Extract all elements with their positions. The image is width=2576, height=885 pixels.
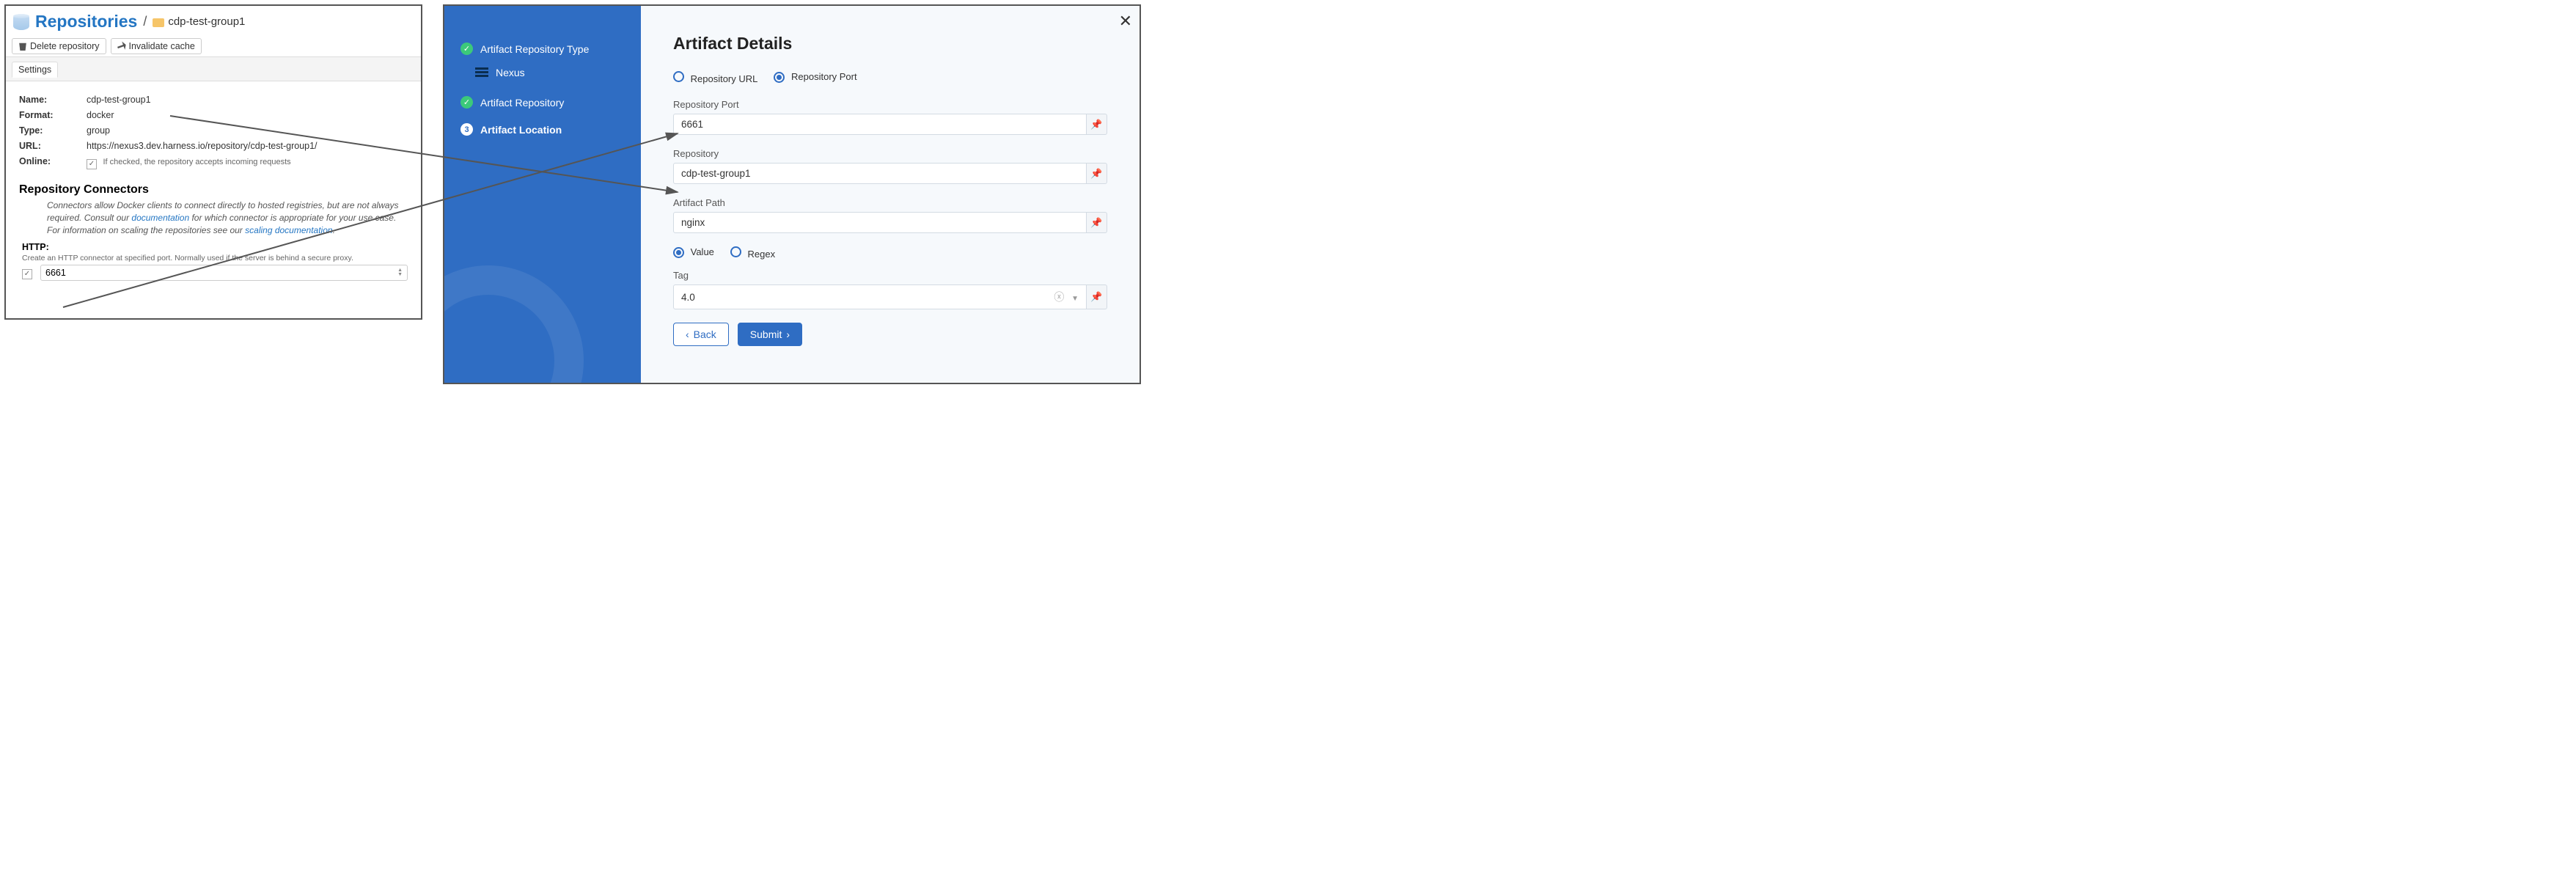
online-value: ✓ If checked, the repository accepts inc…	[87, 156, 291, 168]
pin-icon[interactable]: 📌	[1087, 284, 1107, 309]
submit-label: Submit	[750, 328, 782, 340]
online-checkbox[interactable]: ✓	[87, 159, 97, 169]
repo-details: Name: cdp-test-group1 Format: docker Typ…	[6, 81, 421, 179]
nexus-label: Nexus	[496, 67, 525, 78]
nexus-repo-panel: Repositories / cdp-test-group1 Delete re…	[4, 4, 422, 320]
action-buttons: ‹ Back Submit ›	[673, 323, 1107, 346]
decorative-circle	[444, 265, 584, 383]
toolbar: Delete repository Invalidate cache	[6, 36, 421, 56]
tag-select[interactable]: 4.0 ⓧ ▼	[673, 284, 1087, 309]
invalidate-cache-button[interactable]: Invalidate cache	[111, 38, 202, 54]
step2-label: Artifact Repository	[480, 97, 564, 109]
page-title: Artifact Details	[673, 34, 1107, 54]
invalidate-label: Invalidate cache	[129, 41, 195, 51]
delete-label: Delete repository	[30, 41, 100, 51]
connectors-heading: Repository Connectors	[6, 179, 421, 199]
wand-icon	[116, 40, 127, 51]
artifact-details-panel: ✓ Artifact Repository Type Nexus ✓ Artif…	[443, 4, 1141, 384]
crumb-separator: /	[143, 14, 147, 29]
type-value: group	[87, 125, 110, 136]
scaling-doc-link[interactable]: scaling documentation	[245, 225, 332, 235]
database-icon	[13, 14, 29, 30]
type-label: Type:	[19, 125, 87, 136]
step-artifact-location[interactable]: 3 Artifact Location	[444, 116, 641, 143]
http-port-value: 6661	[45, 268, 66, 278]
radio-icon	[774, 72, 785, 83]
delete-repository-button[interactable]: Delete repository	[12, 38, 106, 54]
radio-repository-port[interactable]: Repository Port	[774, 71, 856, 84]
folder-icon	[153, 18, 164, 27]
pin-icon[interactable]: 📌	[1087, 212, 1107, 233]
step3-label: Artifact Location	[480, 124, 562, 136]
pin-icon[interactable]: 📌	[1087, 114, 1107, 135]
url-label: URL:	[19, 141, 87, 151]
radio-port-label: Repository Port	[791, 71, 857, 82]
step-nexus-sub: Nexus	[444, 62, 641, 89]
repo-mode-radio-group: Repository URL Repository Port	[673, 71, 1107, 84]
http-input-row: ✓ 6661 ▲▼	[6, 265, 421, 285]
name-label: Name:	[19, 95, 87, 105]
radio-url-label: Repository URL	[691, 73, 758, 84]
radio-icon	[730, 246, 741, 257]
http-note: Create an HTTP connector at specified po…	[6, 254, 421, 265]
tag-label: Tag	[673, 270, 1107, 281]
http-label: HTTP:	[6, 236, 421, 254]
artifact-path-value: nginx	[681, 217, 705, 228]
spinner-icon[interactable]: ▲▼	[397, 268, 403, 277]
tag-value: 4.0	[681, 292, 695, 303]
radio-value[interactable]: Value	[673, 246, 714, 260]
artifact-path-input[interactable]: nginx	[673, 212, 1087, 233]
submit-button[interactable]: Submit ›	[738, 323, 802, 346]
back-label: Back	[694, 328, 716, 340]
chevron-left-icon: ‹	[686, 328, 689, 340]
pin-icon[interactable]: 📌	[1087, 163, 1107, 184]
step-artifact-repository[interactable]: ✓ Artifact Repository	[444, 89, 641, 116]
http-checkbox[interactable]: ✓	[22, 269, 32, 279]
documentation-link[interactable]: documentation	[131, 213, 189, 223]
artifact-path-label: Artifact Path	[673, 197, 1107, 208]
repo-header: Repositories / cdp-test-group1	[6, 6, 421, 36]
repository-input[interactable]: cdp-test-group1	[673, 163, 1087, 184]
conn-text-3: .	[333, 225, 335, 235]
nexus-icon	[475, 67, 488, 78]
chevron-right-icon: ›	[786, 328, 790, 340]
repository-value: cdp-test-group1	[681, 168, 751, 179]
back-button[interactable]: ‹ Back	[673, 323, 729, 346]
radio-value-label: Value	[691, 246, 714, 257]
clear-icon[interactable]: ⓧ	[1054, 291, 1064, 303]
radio-regex[interactable]: Regex	[730, 246, 775, 260]
http-port-input[interactable]: 6661 ▲▼	[40, 265, 408, 281]
check-icon: ✓	[460, 43, 473, 55]
radio-repository-url[interactable]: Repository URL	[673, 71, 757, 84]
repository-port-input[interactable]: 6661	[673, 114, 1087, 135]
trash-icon	[18, 42, 27, 51]
connectors-description: Connectors allow Docker clients to conne…	[6, 199, 421, 236]
name-value: cdp-test-group1	[87, 95, 151, 105]
step-artifact-repo-type[interactable]: ✓ Artifact Repository Type	[444, 35, 641, 62]
artifact-details-content: ✕ Artifact Details Repository URL Reposi…	[641, 6, 1140, 383]
tab-bar: Settings	[6, 56, 421, 81]
repo-title[interactable]: Repositories	[35, 12, 137, 32]
url-value: https://nexus3.dev.harness.io/repository…	[87, 141, 318, 151]
radio-icon	[673, 247, 684, 258]
format-label: Format:	[19, 110, 87, 120]
breadcrumb-name: cdp-test-group1	[168, 15, 245, 28]
tab-settings[interactable]: Settings	[12, 62, 58, 78]
repository-port-value: 6661	[681, 119, 703, 130]
close-icon[interactable]: ✕	[1119, 12, 1132, 31]
format-value: docker	[87, 110, 114, 120]
value-regex-radio-group: Value Regex	[673, 246, 1107, 260]
radio-icon	[673, 71, 684, 82]
step1-label: Artifact Repository Type	[480, 43, 589, 55]
online-note: If checked, the repository accepts incom…	[103, 158, 290, 166]
wizard-sidebar: ✓ Artifact Repository Type Nexus ✓ Artif…	[444, 6, 641, 383]
repository-port-label: Repository Port	[673, 99, 1107, 110]
chevron-down-icon[interactable]: ▼	[1071, 295, 1079, 303]
radio-regex-label: Regex	[748, 249, 776, 260]
repository-label: Repository	[673, 148, 1107, 159]
check-icon: ✓	[460, 96, 473, 109]
step-number-icon: 3	[460, 123, 473, 136]
online-label: Online:	[19, 156, 87, 168]
